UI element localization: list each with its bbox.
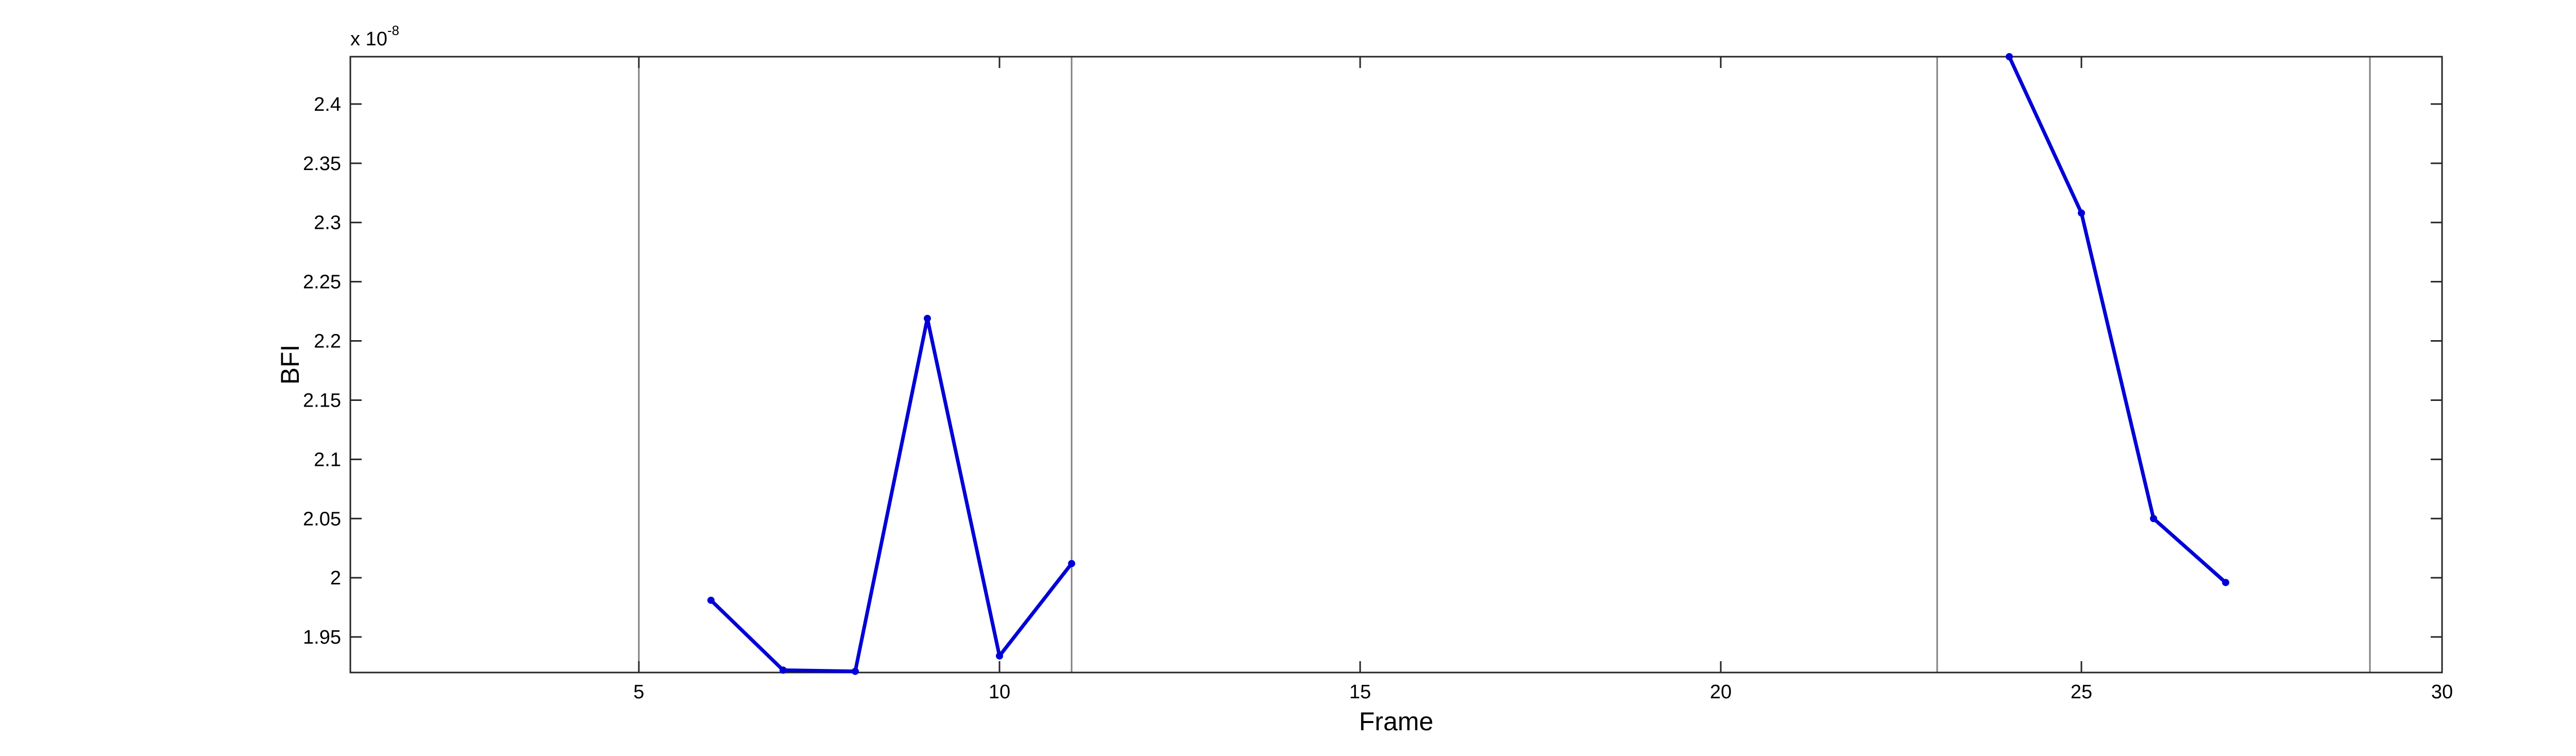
data-point: [779, 666, 787, 674]
series-line: [2007, 56, 2227, 584]
data-point: [852, 667, 859, 675]
y-tick-label: 2.15: [303, 390, 341, 411]
y-tick-label: 2.4: [314, 94, 341, 115]
y-tick-label: 2.1: [314, 449, 341, 471]
data-point: [1068, 560, 1075, 567]
data-point: [707, 596, 715, 604]
y-tick-label: 2.05: [303, 508, 341, 530]
y-tick-label: 2.35: [303, 153, 341, 175]
vertical-markers: [638, 57, 2371, 673]
axis-ticks: [350, 57, 2443, 673]
y-tick-label: 2.2: [314, 331, 341, 352]
data-point: [2150, 515, 2157, 523]
x-tick-label: 5: [633, 681, 644, 703]
y-tick-label: 2.3: [314, 212, 341, 234]
y-axis-exponent-base: x 10: [350, 28, 387, 50]
x-tick-label: 15: [1349, 681, 1371, 703]
data-point: [2222, 579, 2229, 586]
data-point: [996, 652, 1003, 660]
data-series: [707, 53, 2229, 675]
y-tick-label: 1.95: [303, 627, 341, 648]
y-tick-labels: 1.95 2 2.05 2.1 2.15 2.2 2.25 2.3 2.35 2.4: [303, 94, 341, 648]
x-tick-label: 25: [2071, 681, 2092, 703]
y-axis-label: BFI: [276, 345, 304, 385]
y-tick-label: 2.25: [303, 272, 341, 293]
x-tick-label: 20: [1710, 681, 1732, 703]
y-tick-label: 2: [330, 567, 341, 589]
data-point: [924, 314, 931, 322]
series-line: [709, 316, 1073, 674]
y-axis-exponent: x 10-8: [350, 23, 399, 50]
x-tick-labels: 5 10 15 20 25 30: [633, 681, 2453, 703]
y-axis-exponent-power: -8: [387, 23, 399, 38]
data-point: [2006, 53, 2013, 60]
data-point: [2078, 209, 2085, 217]
plot-area-border: [349, 56, 2443, 674]
x-tick-label: 10: [989, 681, 1010, 703]
x-tick-label: 30: [2431, 681, 2453, 703]
x-axis-label: Frame: [1359, 707, 1433, 736]
